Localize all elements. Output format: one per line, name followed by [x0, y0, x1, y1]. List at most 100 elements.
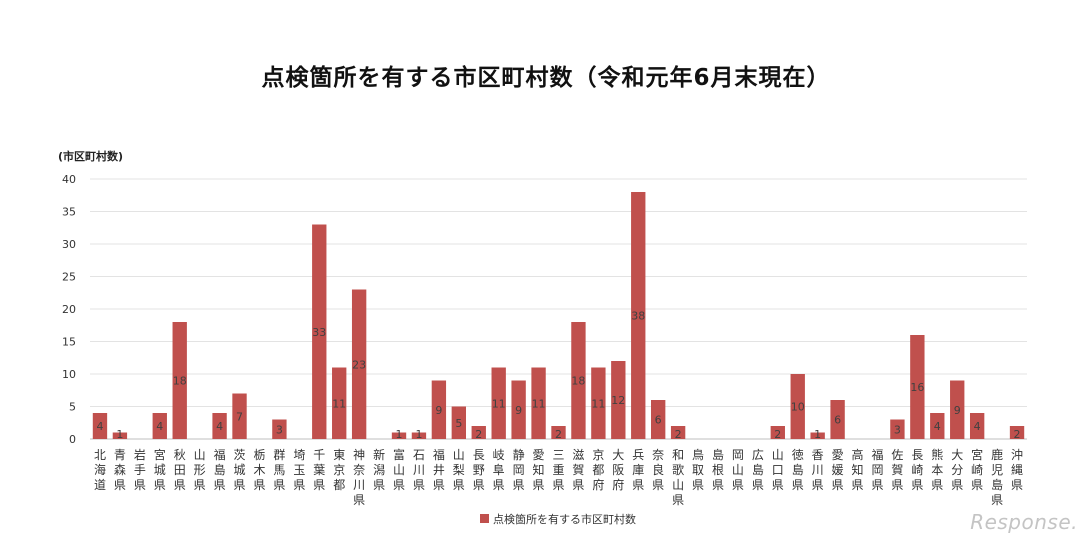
x-tick-label: 神奈川県: [353, 448, 365, 507]
data-label: 2: [555, 428, 562, 441]
x-tick-label: 島根県: [712, 447, 724, 492]
x-tick-label: 石川県: [413, 448, 425, 492]
x-tick-label: 鳥取県: [692, 447, 704, 492]
bar: [411, 432, 427, 439]
data-label: 4: [156, 420, 163, 433]
x-tick-label: 栃木県: [253, 448, 265, 492]
data-label: 1: [814, 428, 821, 441]
x-tick-label: 宮城県: [154, 447, 166, 492]
bar: [1009, 426, 1025, 439]
bar: [611, 361, 626, 439]
data-label: 9: [954, 404, 961, 417]
x-tick-label: 千葉県: [313, 448, 325, 492]
x-tick-label: 徳島県: [792, 447, 804, 492]
bar: [172, 322, 187, 439]
x-tick-label: 北海道: [94, 448, 106, 492]
bar: [830, 400, 845, 439]
bar: [332, 367, 347, 439]
x-tick-label: 大分県: [951, 448, 963, 492]
data-label: 2: [675, 428, 682, 441]
x-tick-label: 山梨県: [453, 448, 465, 492]
x-tick-label: 滋賀県: [572, 448, 584, 492]
data-label: 4: [974, 420, 981, 433]
y-tick-label: 20: [62, 303, 76, 316]
x-tick-label: 東京都: [333, 448, 345, 492]
data-label: 7: [236, 410, 243, 423]
bar: [651, 400, 666, 439]
data-label: 4: [96, 420, 103, 433]
x-tick-label: 兵庫県: [632, 448, 644, 492]
bar: [790, 374, 805, 439]
x-tick-label: 岐阜県: [493, 448, 505, 492]
x-tick-label: 鹿児島県: [991, 447, 1003, 507]
data-label: 10: [791, 401, 805, 414]
x-tick-label: 山口県: [772, 448, 784, 492]
bar: [272, 419, 287, 439]
x-tick-label: 福島県: [214, 447, 226, 492]
legend-label: 点検箇所を有する市区町村数: [493, 512, 636, 526]
x-tick-label: 静岡県: [513, 448, 525, 492]
y-tick-label: 30: [62, 238, 76, 251]
x-tick-label: 茨城県: [234, 448, 246, 492]
x-tick-label: 秋田県: [174, 448, 186, 492]
y-tick-label: 15: [62, 336, 76, 349]
x-tick-label: 大阪府: [612, 448, 624, 492]
data-label: 3: [894, 423, 901, 436]
data-label: 11: [492, 397, 506, 410]
bars: [92, 192, 1025, 439]
chart-title: 点検箇所を有する市区町村数（令和元年6月末現在）: [261, 65, 831, 91]
bar: [511, 380, 526, 439]
x-tick-label: 青森県: [114, 448, 126, 492]
bar: [631, 192, 646, 439]
bar: [431, 380, 447, 439]
y-tick-label: 25: [62, 271, 76, 284]
bar: [930, 413, 945, 439]
data-label: 12: [611, 394, 625, 407]
x-tick-label: 宮崎県: [971, 447, 983, 492]
data-label: 1: [116, 428, 123, 441]
response-watermark: Response.: [970, 510, 1078, 534]
bar: [391, 432, 407, 439]
x-tick-label: 長崎県: [911, 448, 923, 492]
data-label: 11: [591, 397, 605, 410]
bar: [591, 367, 606, 439]
bar: [312, 224, 327, 439]
x-tick-label: 奈良県: [652, 448, 664, 492]
x-tick-label: 佐賀県: [891, 448, 903, 492]
x-tick-label: 三重県: [552, 448, 564, 492]
y-tick-label: 0: [69, 433, 76, 446]
data-label: 2: [1014, 428, 1021, 441]
bar: [531, 367, 546, 439]
x-tick-label: 山形県: [194, 448, 206, 492]
data-label: 23: [352, 358, 366, 371]
data-label: 1: [396, 428, 403, 441]
legend: 点検箇所を有する市区町村数: [480, 512, 636, 526]
data-label: 3: [276, 423, 283, 436]
x-tick-label: 高知県: [852, 447, 864, 492]
data-label: 9: [515, 404, 522, 417]
x-tick-label: 広島県: [752, 448, 764, 492]
data-label: 1: [415, 428, 422, 441]
x-tick-label: 熊本県: [931, 447, 943, 492]
data-label: 11: [532, 397, 546, 410]
bar: [551, 426, 566, 439]
bar: [232, 393, 247, 439]
x-tick-label: 岩手県: [134, 447, 146, 492]
bar: [810, 432, 825, 439]
data-label: 9: [435, 404, 442, 417]
bar: [969, 413, 985, 439]
x-tick-label: 福井県: [433, 447, 445, 492]
legend-swatch: [480, 514, 489, 523]
bar: [112, 432, 128, 439]
y-axis-label: (市区町村数): [58, 149, 123, 163]
x-tick-label: 京都府: [592, 448, 604, 492]
x-tick-label: 富山県: [393, 447, 405, 492]
data-label: 2: [475, 428, 482, 441]
y-tick-labels: 0 5 10 15 20 25 30 35 40: [62, 173, 76, 446]
bar: [351, 289, 367, 439]
y-tick-label: 5: [69, 401, 76, 414]
bar: [950, 380, 965, 439]
x-tick-label: 愛知県: [533, 448, 545, 492]
